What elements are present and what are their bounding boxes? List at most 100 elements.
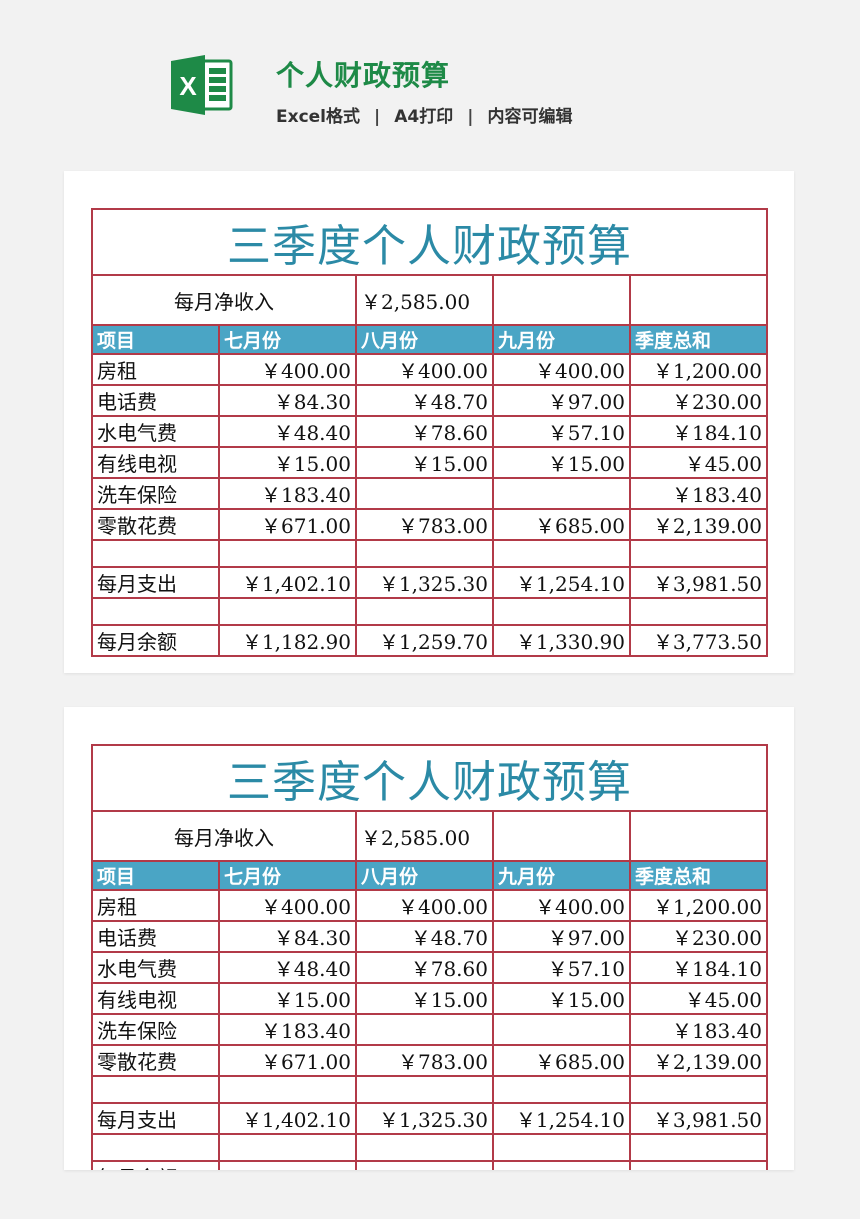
table-cell: ￥48.40 (218, 415, 357, 448)
table-cell: ￥15.00 (492, 446, 631, 479)
table-cell (492, 1133, 631, 1162)
table-cell: ￥2,139.00 (629, 508, 768, 541)
sheet-title: 三季度个人财政预算 (91, 744, 768, 812)
table-row: 电话费 ￥84.30 ￥48.70 ￥97.00 ￥230.00 (91, 920, 768, 953)
table-cell: 房租 (91, 889, 220, 922)
table-cell: ￥78.60 (355, 415, 494, 448)
table-cell: ￥183.40 (218, 1013, 357, 1046)
table-cell (355, 1075, 494, 1104)
table-cell: 每月支出 (91, 566, 220, 599)
table-cell: ￥1,200.00 (629, 353, 768, 386)
table-cell (492, 539, 631, 568)
table-cell: ￥3,981.50 (629, 566, 768, 599)
table-cell: ￥1,330.90 (492, 624, 631, 657)
table-cell: ￥78.60 (355, 951, 494, 984)
table-cell: ￥1,402.10 (218, 566, 357, 599)
meta-separator: | (467, 107, 474, 127)
table-row: 每月余额￥1,182.90￥1,259.70￥1,330.90￥3,773.50 (91, 1160, 768, 1170)
table-cell: 洗车保险 (91, 1013, 220, 1046)
table-cell: 水电气费 (91, 951, 220, 984)
income-value: ￥2,585.00 (355, 274, 494, 326)
table-cell (91, 1133, 220, 1162)
table-row: 水电气费 ￥48.40 ￥78.60 ￥57.10 ￥184.10 (91, 951, 768, 984)
table-cell (492, 597, 631, 626)
table-cell: ￥97.00 (492, 920, 631, 953)
table-cell: ￥48.70 (355, 920, 494, 953)
title-row: 三季度个人财政预算 (91, 744, 768, 812)
table-cell: ￥2,139.00 (629, 1044, 768, 1077)
table-cell: 电话费 (91, 920, 220, 953)
table-cell: ￥400.00 (218, 889, 357, 922)
table-cell (355, 539, 494, 568)
table-cell: 电话费 (91, 384, 220, 417)
table-row (91, 1075, 768, 1104)
table-cell: ￥1,325.30 (355, 566, 494, 599)
table-cell: ￥1,182.90 (218, 624, 357, 657)
table-cell: ￥1,259.70 (355, 624, 494, 657)
column-header: 八月份 (355, 860, 494, 891)
table-cell (629, 1075, 768, 1104)
table-cell: ￥84.30 (218, 384, 357, 417)
table-cell: ￥84.30 (218, 920, 357, 953)
table-cell: ￥230.00 (629, 920, 768, 953)
income-value: ￥2,585.00 (355, 810, 494, 862)
column-header: 七月份 (218, 324, 357, 355)
table-cell: ￥230.00 (629, 384, 768, 417)
table-cell: ￥1,259.70 (355, 1160, 494, 1170)
table-cell: ￥783.00 (355, 508, 494, 541)
table-cell: ￥57.10 (492, 415, 631, 448)
table-cell: ￥184.10 (629, 951, 768, 984)
table-cell: ￥45.00 (629, 982, 768, 1015)
income-label: 每月净收入 (91, 810, 357, 862)
table-row: 零散花费 ￥671.00 ￥783.00 ￥685.00 ￥2,139.00 (91, 1044, 768, 1077)
table-cell: ￥48.40 (218, 951, 357, 984)
column-header: 季度总和 (629, 324, 768, 355)
table-cell: ￥184.10 (629, 415, 768, 448)
table-cell: ￥15.00 (218, 982, 357, 1015)
page-title: 个人财政预算 (276, 59, 451, 92)
table-cell: ￥1,254.10 (492, 566, 631, 599)
table-cell: ￥45.00 (629, 446, 768, 479)
table-cell: ￥400.00 (492, 353, 631, 386)
table-cell: ￥671.00 (218, 1044, 357, 1077)
table-cell: 有线电视 (91, 446, 220, 479)
table-row: 水电气费 ￥48.40 ￥78.60 ￥57.10 ￥184.10 (91, 415, 768, 448)
sheet-title: 三季度个人财政预算 (91, 208, 768, 276)
table-cell (91, 1075, 220, 1104)
table-cell: ￥3,981.50 (629, 1102, 768, 1135)
column-header-row: 项目 七月份 八月份 九月份 季度总和 (91, 860, 768, 891)
table-cell: 有线电视 (91, 982, 220, 1015)
table-cell (629, 1133, 768, 1162)
table-cell: 房租 (91, 353, 220, 386)
meta-separator: | (374, 107, 381, 127)
table-cell: ￥183.40 (218, 477, 357, 510)
income-row: 每月净收入 ￥2,585.00 (91, 274, 768, 326)
table-cell (629, 539, 768, 568)
table-cell (492, 810, 631, 862)
table-row (91, 539, 768, 568)
table-cell: ￥97.00 (492, 384, 631, 417)
income-label: 每月净收入 (91, 274, 357, 326)
income-row: 每月净收入 ￥2,585.00 (91, 810, 768, 862)
table-row: 每月余额￥1,182.90￥1,259.70￥1,330.90￥3,773.50 (91, 624, 768, 657)
column-header: 九月份 (492, 860, 631, 891)
table-cell: 水电气费 (91, 415, 220, 448)
table-cell: ￥1,254.10 (492, 1102, 631, 1135)
table-cell (492, 1075, 631, 1104)
table-cell: ￥15.00 (355, 982, 494, 1015)
table-cell (492, 477, 631, 510)
table-row: 零散花费 ￥671.00 ￥783.00 ￥685.00 ￥2,139.00 (91, 508, 768, 541)
table-row: 洗车保险 ￥183.40 ￥183.40 (91, 477, 768, 510)
table-row: 有线电视 ￥15.00 ￥15.00 ￥15.00 ￥45.00 (91, 982, 768, 1015)
table-cell: ￥671.00 (218, 508, 357, 541)
budget-table: 三季度个人财政预算 每月净收入 ￥2,585.00 项目 七月份 八月份 九月份… (91, 744, 768, 1170)
table-cell (629, 810, 768, 862)
table-row: 房租 ￥400.00 ￥400.00 ￥400.00 ￥1,200.00 (91, 889, 768, 922)
column-header-row: 项目 七月份 八月份 九月份 季度总和 (91, 324, 768, 355)
column-header: 项目 (91, 860, 220, 891)
table-cell: 洗车保险 (91, 477, 220, 510)
table-cell: ￥15.00 (355, 446, 494, 479)
preview-card: 三季度个人财政预算 每月净收入 ￥2,585.00 项目 七月份 八月份 九月份… (64, 171, 794, 673)
column-header: 九月份 (492, 324, 631, 355)
column-header: 项目 (91, 324, 220, 355)
